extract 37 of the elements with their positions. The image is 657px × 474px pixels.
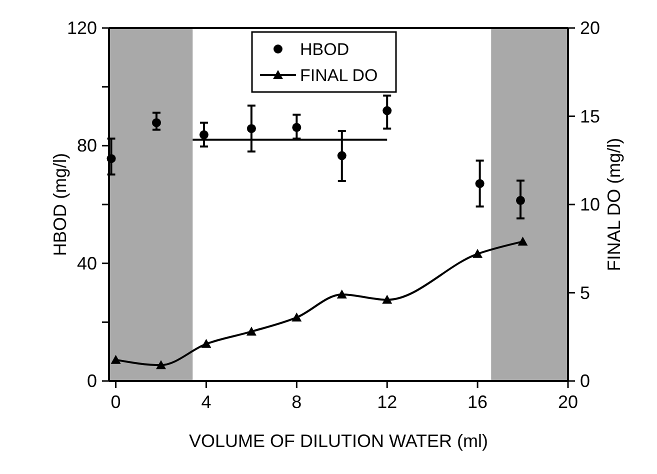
x-axis-title: VOLUME OF DILUTION WATER (ml) — [189, 431, 488, 451]
y2-axis-title: FINAL DO (mg/l) — [604, 138, 624, 272]
y-tick-label: 120 — [66, 18, 97, 38]
y2-tick-label: 10 — [580, 194, 600, 214]
x-tick-label: 4 — [201, 392, 212, 412]
y-tick-label: 80 — [76, 136, 97, 156]
y2-tick-label: 0 — [580, 371, 590, 391]
y2-tick-label: 20 — [580, 18, 600, 38]
y2-tick-label: 15 — [580, 106, 600, 126]
point — [472, 248, 483, 258]
point — [292, 122, 302, 132]
y2-tick-label: 5 — [580, 282, 590, 303]
point — [382, 106, 392, 116]
point — [292, 312, 302, 322]
y-tick-label: 0 — [86, 371, 97, 391]
point — [337, 151, 346, 160]
point — [152, 118, 161, 128]
x-tick-label: 20 — [558, 392, 578, 412]
y-tick-label: 40 — [76, 253, 97, 274]
point — [199, 130, 208, 140]
point — [336, 290, 347, 299]
legend-label: HBOD — [300, 40, 350, 59]
point — [518, 236, 528, 246]
x-tick-label: 12 — [377, 392, 398, 412]
point — [201, 338, 212, 348]
point — [246, 326, 256, 336]
point — [110, 354, 121, 364]
legend-label: FINAL DO — [300, 66, 378, 85]
y-axis-title: HBOD (mg/l) — [50, 153, 70, 256]
x-tick-label: 8 — [292, 392, 302, 412]
point — [246, 124, 256, 134]
point — [516, 196, 526, 205]
point — [382, 294, 392, 304]
x-tick-label: 0 — [110, 392, 121, 412]
x-tick-label: 16 — [468, 392, 488, 412]
point — [156, 360, 166, 370]
point — [475, 179, 484, 188]
